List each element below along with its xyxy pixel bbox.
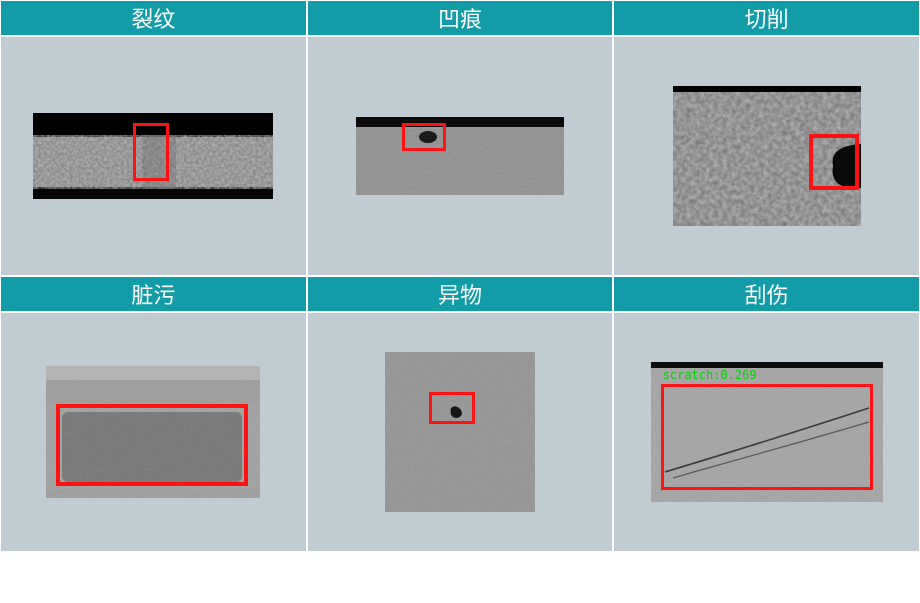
thumb-dent bbox=[356, 117, 564, 195]
header-label: 刮伤 bbox=[745, 278, 789, 310]
bbox bbox=[133, 123, 169, 181]
cell-dent bbox=[307, 36, 614, 276]
header-label: 切削 bbox=[745, 2, 789, 34]
header-dirt: 脏污 bbox=[0, 276, 307, 312]
bbox bbox=[661, 384, 873, 490]
cell-foreign bbox=[307, 312, 614, 552]
thumb-scratch: scratch:0.269 bbox=[651, 362, 883, 502]
cell-dirt bbox=[0, 312, 307, 552]
cell-crack bbox=[0, 36, 307, 276]
bbox bbox=[402, 123, 446, 151]
detection-label: scratch:0.269 bbox=[663, 368, 757, 382]
thumb-dirt bbox=[46, 366, 260, 498]
thumb-foreign bbox=[385, 352, 535, 512]
bbox bbox=[429, 392, 475, 424]
header-crack: 裂纹 bbox=[0, 0, 307, 36]
thumb-cut bbox=[673, 86, 861, 226]
header-scratch: 刮伤 bbox=[613, 276, 920, 312]
header-label: 异物 bbox=[438, 278, 482, 310]
thumb-crack bbox=[33, 113, 273, 199]
cell-cut bbox=[613, 36, 920, 276]
header-label: 凹痕 bbox=[438, 2, 482, 34]
bbox bbox=[56, 404, 248, 486]
defect-gallery: 裂纹 凹痕 切削 bbox=[0, 0, 920, 552]
bbox bbox=[809, 134, 859, 190]
header-foreign: 异物 bbox=[307, 276, 614, 312]
header-cut: 切削 bbox=[613, 0, 920, 36]
header-label: 脏污 bbox=[131, 278, 175, 310]
header-label: 裂纹 bbox=[131, 2, 175, 34]
cell-scratch: scratch:0.269 bbox=[613, 312, 920, 552]
header-dent: 凹痕 bbox=[307, 0, 614, 36]
